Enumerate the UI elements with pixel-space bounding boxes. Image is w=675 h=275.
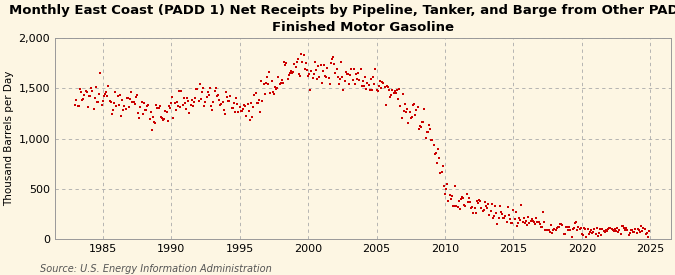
Text: Source: U.S. Energy Information Administration: Source: U.S. Energy Information Administ… [40, 264, 272, 274]
Y-axis label: Thousand Barrels per Day: Thousand Barrels per Day [4, 71, 14, 207]
Title: Monthly East Coast (PADD 1) Net Receipts by Pipeline, Tanker, and Barge from Oth: Monthly East Coast (PADD 1) Net Receipts… [9, 4, 675, 34]
